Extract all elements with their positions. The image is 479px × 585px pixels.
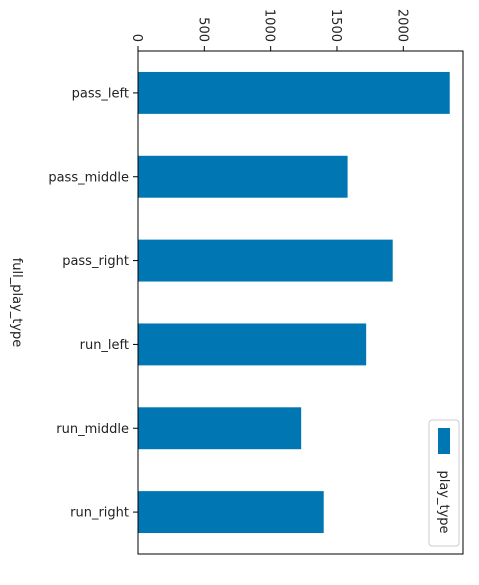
legend-box <box>428 419 460 547</box>
bar-pass-right <box>138 239 393 282</box>
y-axis-ticks: pass_left pass_middle pass_right run_leftru… <box>48 86 138 521</box>
legend-swatch <box>438 428 450 454</box>
bar-run-middle <box>138 407 302 450</box>
x-tick-label: 1500 <box>328 9 343 42</box>
legend-label: play_type <box>436 470 451 533</box>
y-tick-label: run_left <box>80 338 129 353</box>
legend: play_type <box>428 419 460 547</box>
bar-pass-left <box>138 71 450 114</box>
bar-run-right <box>138 491 324 534</box>
y-tick-label: run_right <box>70 506 129 521</box>
x-tick-label: 500 <box>195 17 210 42</box>
x-tick-label: 2000 <box>394 9 409 42</box>
y-tick-label: pass_left <box>72 86 129 101</box>
y-tick-label: run_middle <box>56 422 129 437</box>
y-tick-label: pass_middle <box>48 170 129 185</box>
y-tick-label: pass_right <box>62 254 129 269</box>
bar-run-left <box>138 323 367 366</box>
bar-series <box>138 71 450 534</box>
bar-pass-middle <box>138 155 348 198</box>
x-axis-ticks: 0 500 1000 1500 2000 <box>129 9 409 51</box>
plot-frame <box>137 50 464 555</box>
x-tick-label: 1000 <box>262 9 277 42</box>
y-axis-label: full_play_type <box>9 258 24 348</box>
x-tick-label: 0 <box>129 34 144 42</box>
